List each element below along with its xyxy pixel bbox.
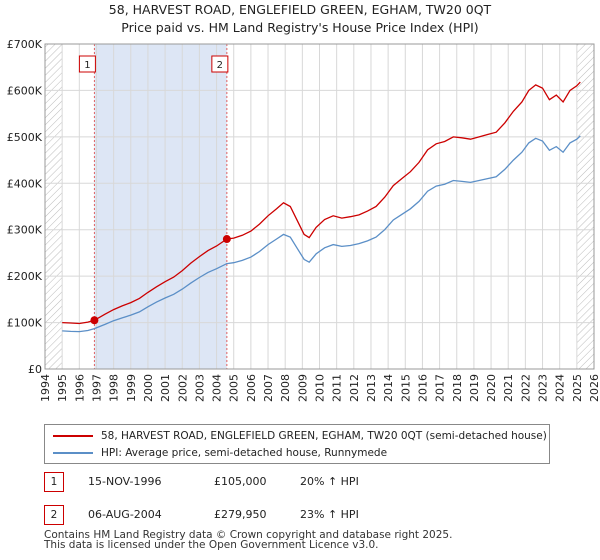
x-tick-label: 2016: [416, 374, 429, 402]
price-chart: 1 2 £0 £100K £200K £300K £400K £500K £600K £700K 1…: [7, 38, 600, 402]
sale-point: [90, 316, 99, 325]
x-tick-label: 2005: [228, 374, 241, 402]
ownership-period-shade: [94, 44, 227, 369]
x-tick-label: 1996: [73, 374, 86, 402]
x-tick-label: 2023: [537, 374, 550, 402]
x-tick-label: 2014: [382, 374, 395, 402]
x-tick-label: 2020: [485, 374, 498, 402]
hpi-line: [62, 135, 581, 333]
x-tick-label: 1995: [56, 374, 69, 402]
x-tick-label: 2021: [502, 374, 515, 402]
legend-swatch-property: [53, 435, 93, 437]
legend-swatch-hpi: [53, 452, 93, 454]
y-tick-label: £300K: [7, 224, 43, 237]
chart-subtitle: Price paid vs. HM Land Registry's House …: [121, 20, 479, 35]
sale-label: 1: [84, 60, 90, 71]
transaction-date: 06-AUG-2004: [88, 508, 162, 521]
property-price-line: [62, 81, 581, 325]
x-tick-label: 2013: [365, 374, 378, 402]
y-tick-label: £700K: [7, 38, 43, 51]
legend-label-hpi: HPI: Average price, semi-detached house,…: [101, 447, 388, 459]
transaction-price: £105,000: [214, 475, 267, 488]
sale-label: 2: [217, 60, 223, 71]
y-tick-label: £0: [28, 363, 42, 376]
x-tick-label: 2007: [262, 374, 275, 402]
chart-legend: 58, HARVEST ROAD, ENGLEFIELD GREEN, EGHA…: [44, 424, 550, 464]
x-tick-label: 1999: [125, 374, 138, 402]
legend-label-property: 58, HARVEST ROAD, ENGLEFIELD GREEN, EGHA…: [101, 430, 547, 442]
x-tick-label: 2000: [142, 374, 155, 402]
y-tick-label: £600K: [7, 84, 43, 97]
x-tick-label: 2006: [245, 374, 258, 402]
sale-label-box: [78, 55, 96, 73]
x-tick-label: 2025: [571, 374, 584, 402]
x-tick-label: 2008: [279, 374, 292, 402]
sale-label-box: [211, 55, 229, 73]
x-tick-label: 2001: [159, 374, 172, 402]
y-tick-label: £400K: [7, 177, 43, 190]
x-tick-label: 1997: [90, 374, 103, 402]
x-tick-label: 2018: [451, 374, 464, 402]
transaction-row: 2 06-AUG-2004 £279,950 23% ↑ HPI: [44, 505, 584, 525]
transaction-price: £279,950: [214, 508, 267, 521]
x-tick-label: 2002: [176, 374, 189, 402]
transaction-row: 1 15-NOV-1996 £105,000 20% ↑ HPI: [44, 472, 584, 492]
transaction-number-badge: 2: [44, 505, 64, 525]
x-tick-label: 2024: [554, 374, 567, 402]
transaction-number-badge: 1: [44, 472, 64, 492]
no-data-hatch-right: [576, 44, 594, 369]
no-data-hatch-left: [45, 44, 63, 369]
y-tick-label: £200K: [7, 270, 43, 283]
chart-title: 58, HARVEST ROAD, ENGLEFIELD GREEN, EGHA…: [108, 2, 492, 17]
x-tick-label: 2011: [331, 374, 344, 402]
x-tick-label: 2009: [296, 374, 309, 402]
x-tick-label: 2010: [314, 374, 327, 402]
transaction-date: 15-NOV-1996: [88, 475, 162, 488]
y-tick-label: £100K: [7, 317, 43, 330]
x-tick-label: 2004: [211, 374, 224, 402]
x-tick-label: 2003: [193, 374, 206, 402]
x-tick-label: 1994: [39, 374, 52, 402]
x-tick-label: 2012: [348, 374, 361, 402]
x-tick-label: 2022: [519, 374, 532, 402]
x-tick-label: 2017: [434, 374, 447, 402]
x-tick-label: 2026: [588, 374, 600, 402]
x-tick-label: 2019: [468, 374, 481, 402]
plot-border: [44, 43, 595, 370]
footer-attribution: Contains HM Land Registry data © Crown c…: [44, 529, 453, 551]
sale-point: [222, 235, 231, 244]
transaction-hpi-change: 20% ↑ HPI: [300, 475, 359, 488]
y-tick-label: £500K: [7, 131, 43, 144]
footer-licence: This data is licensed under the Open Gov…: [44, 539, 379, 551]
footer-copyright: Contains HM Land Registry data © Crown c…: [44, 529, 453, 541]
x-tick-label: 1998: [108, 374, 121, 402]
transaction-hpi-change: 23% ↑ HPI: [300, 508, 359, 521]
x-tick-label: 2015: [399, 374, 412, 402]
